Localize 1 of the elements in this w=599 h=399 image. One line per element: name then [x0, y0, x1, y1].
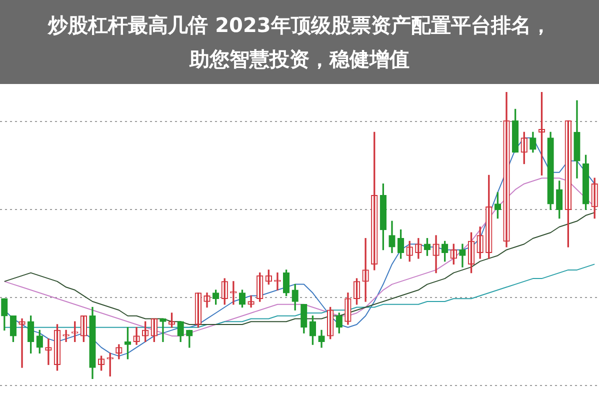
chart-title: 炒股杠杆最高几倍 2023年顶级股票资产配置平台排名，助您智慧投资，稳健增值 — [46, 12, 552, 73]
